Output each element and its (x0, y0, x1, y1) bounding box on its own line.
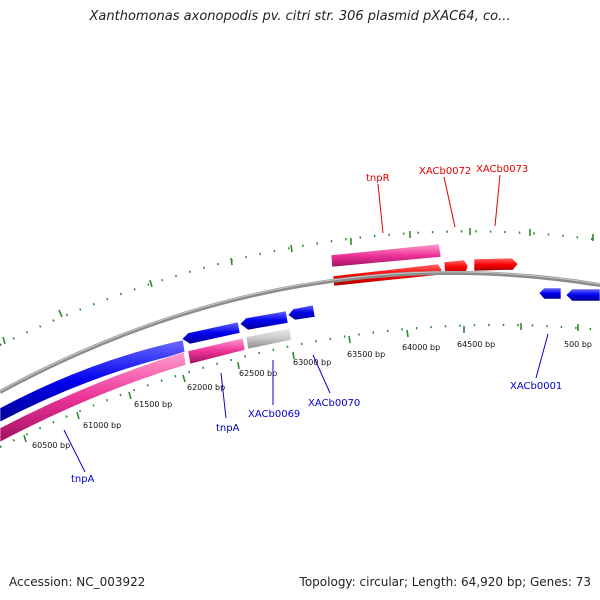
plasmid-backbone (0, 270, 600, 394)
bp-label-63500: 63500 bp (347, 350, 385, 359)
reverse-gene-track (0, 287, 600, 443)
bp-label-62500: 62500 bp (239, 369, 277, 378)
bp-label-62000: 62000 bp (187, 383, 225, 392)
gene-grey-arrow (245, 327, 292, 350)
bp-label-60500: 60500 bp (32, 441, 70, 450)
label-XACb0001: XACb0001 (510, 381, 562, 392)
reverse-gene-labels: XACb0069 XACb0070 tnpA tnpA XACb0001 (63, 333, 562, 485)
label-XACb0073: XACb0073 (476, 164, 528, 175)
backbone-highlight (0, 271, 600, 392)
gene-XACb0073-arrow (473, 257, 519, 272)
gene-tnpA-long (0, 351, 187, 443)
label-tnpA-right: tnpA (216, 423, 240, 434)
inner-major-ticks (23, 323, 579, 443)
label-XACb0070: XACb0070 (308, 398, 360, 409)
bp-label-61000: 61000 bp (83, 421, 121, 430)
gene-XACb0070-arrow (287, 304, 316, 321)
gene-XACb0001-arrow (538, 287, 562, 300)
label-XACb0069: XACb0069 (248, 409, 300, 420)
label-XACb0072: XACb0072 (419, 166, 471, 177)
forward-gene-labels: tnpR XACb0072 XACb0073 (366, 164, 528, 234)
topology-summary: Topology: circular; Length: 64,920 bp; G… (299, 575, 591, 589)
gene-XACb0069b-arrow (239, 310, 289, 331)
bp-label-500: 500 bp (564, 340, 592, 349)
gene-tnpR-arrow (330, 243, 442, 268)
bp-label-64500: 64500 bp (457, 340, 495, 349)
gene-XACb0069-arrow (181, 321, 241, 345)
bp-label-64000: 64000 bp (402, 343, 440, 352)
label-tnpA-left: tnpA (71, 474, 95, 485)
gene-blue-long (0, 339, 186, 423)
gene-tnpA-arrow (187, 337, 246, 365)
map-title: Xanthomonas axonopodis pv. citri str. 30… (89, 9, 511, 24)
bp-label-61500: 61500 bp (134, 400, 172, 409)
bp-scale-labels: 60500 bp 61000 bp 61500 bp 62000 bp 6250… (32, 340, 592, 450)
gene-blue-edge-arrow (565, 288, 600, 302)
outer-major-ticks (2, 228, 594, 345)
outer-tick-ring (0, 230, 600, 346)
accession-label: Accession: NC_003922 (9, 575, 146, 589)
bp-label-63000: 63000 bp (293, 358, 331, 367)
label-tnpR: tnpR (366, 173, 390, 184)
